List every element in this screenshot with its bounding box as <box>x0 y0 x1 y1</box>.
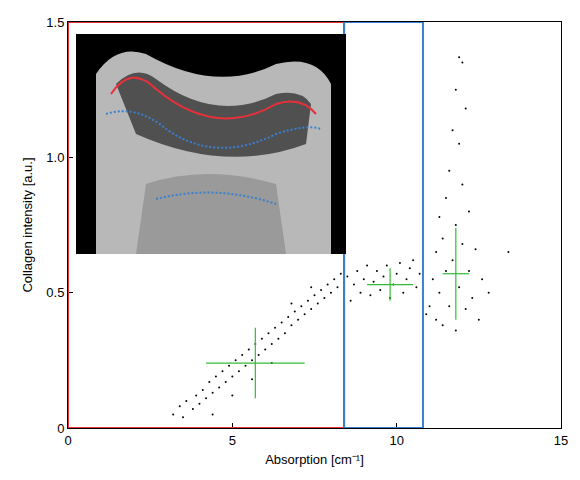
svg-text:15: 15 <box>554 433 568 448</box>
svg-text:1.0: 1.0 <box>46 150 64 165</box>
svg-text:Collagen intensity [a.u.]: Collagen intensity [a.u.] <box>20 157 35 292</box>
svg-text:10: 10 <box>389 433 403 448</box>
svg-text:0: 0 <box>64 433 71 448</box>
svg-text:5: 5 <box>229 433 236 448</box>
svg-text:0.5: 0.5 <box>46 285 64 300</box>
svg-text:1.5: 1.5 <box>46 15 64 30</box>
svg-text:0: 0 <box>57 421 64 436</box>
svg-text:Absorption [cm⁻¹]: Absorption [cm⁻¹] <box>265 452 364 467</box>
